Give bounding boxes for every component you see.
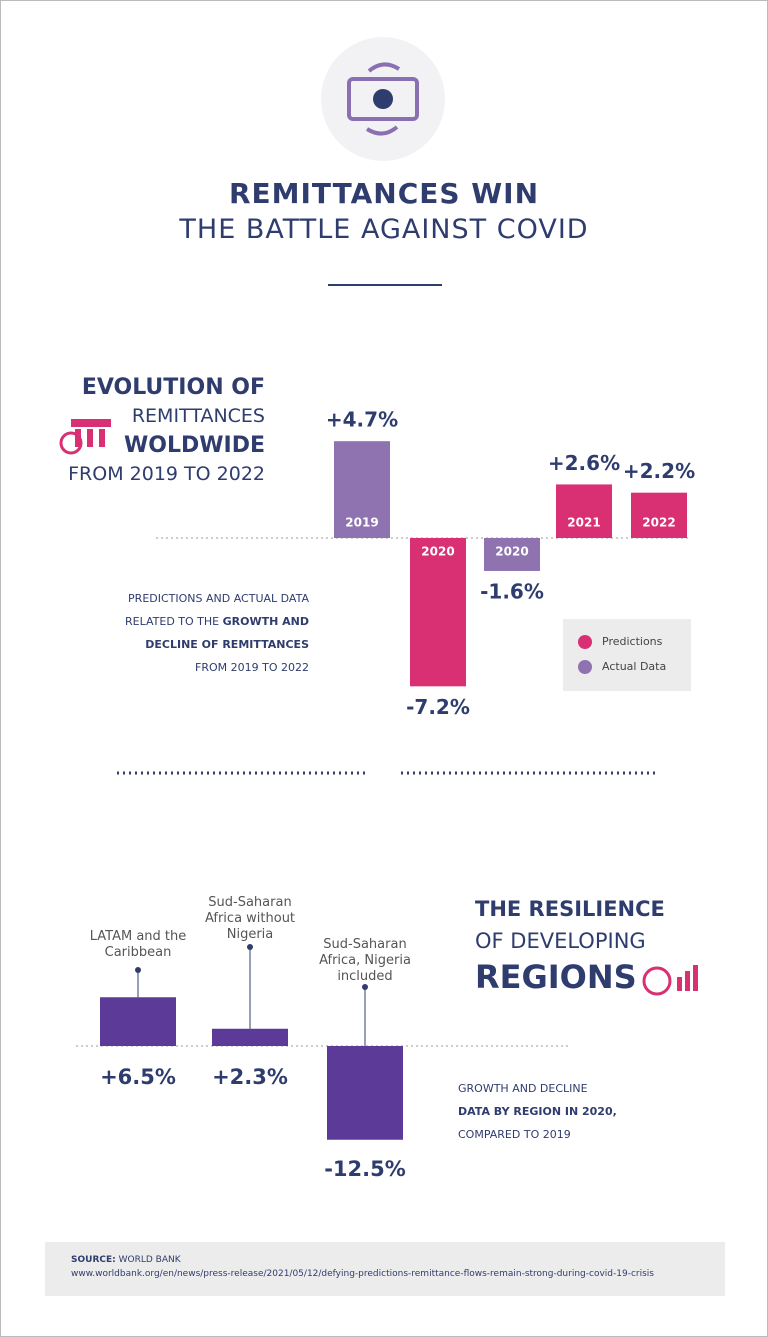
- growth-icon: [642, 965, 698, 996]
- pin-dot: [135, 967, 141, 973]
- category-label: LATAM and the Caribbean: [89, 929, 187, 960]
- legend-marker: [578, 660, 592, 674]
- bar: [631, 492, 687, 538]
- icon-bill: [347, 77, 419, 121]
- note-line: COMPARED TO 2019: [458, 1128, 571, 1141]
- title-line: FROM 2019 TO 2022: [68, 463, 265, 485]
- category-label: Sud-Saharan Africa without Nigeria: [204, 895, 296, 942]
- source-label: SOURCE:: [71, 1255, 116, 1265]
- pin-dot: [362, 984, 368, 990]
- title-line: EVOLUTION OF: [81, 375, 265, 400]
- category-label: 2019: [345, 516, 378, 530]
- note-text: GROWTH AND: [222, 615, 309, 628]
- legend-marker: [578, 635, 592, 649]
- subtitle: THE BATTLE AGAINST COVID: [179, 214, 589, 245]
- chart-1-title: EVOLUTION OF REMITTANCES WOLDWIDE FROM 2…: [68, 373, 265, 489]
- source-name: WORLD BANK: [118, 1255, 181, 1265]
- value-label: +2.6%: [548, 451, 620, 475]
- note-line: DATA BY REGION IN 2020,: [458, 1105, 617, 1118]
- bar: [100, 997, 176, 1046]
- legend-label: Predictions: [602, 635, 663, 648]
- chart-2-title: THE RESILIENCE OF DEVELOPING REGIONS: [475, 893, 665, 993]
- value-label: -1.6%: [480, 579, 544, 603]
- title-line: OF DEVELOPING: [475, 929, 646, 953]
- bar: [334, 441, 390, 538]
- value-label: -12.5%: [324, 1157, 406, 1181]
- value-label: +2.2%: [623, 459, 695, 483]
- icon-arrows: [365, 62, 401, 136]
- note-line: DECLINE OF REMITTANCES: [145, 638, 309, 651]
- value-label: +4.7%: [326, 408, 398, 432]
- category-label: 2022: [642, 516, 675, 530]
- note-line: GROWTH AND DECLINE: [458, 1082, 588, 1095]
- chart-1: 2020 -7.2% 2021 +2.6% 2022 +2.2% Predictions 20…: [156, 408, 695, 719]
- bar: [556, 484, 612, 538]
- source-box: [45, 1242, 725, 1296]
- title-line: REGIONS: [475, 958, 637, 996]
- pin-dot: [247, 944, 253, 950]
- source-url: www.worldbank.org/en/news/press-release/…: [71, 1269, 654, 1279]
- bar: [212, 1028, 288, 1046]
- bar: [410, 538, 466, 687]
- bar: [484, 538, 540, 571]
- category-label: 2020: [495, 545, 528, 559]
- note-line: PREDICTIONS AND ACTUAL DATA: [128, 592, 309, 605]
- bar: [327, 1046, 403, 1140]
- legend-box: [563, 619, 691, 691]
- note-text: RELATED TO THE: [125, 615, 220, 628]
- value-label: -7.2%: [406, 695, 470, 719]
- legend-label: Actual Data: [602, 660, 666, 673]
- source: SOURCE: WORLD BANK www.worldbank.org/en/…: [71, 1253, 654, 1281]
- value-label: +6.5%: [100, 1065, 176, 1089]
- bank-icon: [59, 419, 111, 455]
- chart-2-note: GROWTH AND DECLINE DATA BY REGION IN 202…: [458, 1077, 617, 1146]
- note-line: FROM 2019 TO 2022: [195, 661, 309, 674]
- title-line: REMITTANCES: [131, 405, 265, 427]
- icon-virus: [373, 89, 393, 109]
- title-line: THE RESILIENCE: [475, 897, 665, 921]
- title: REMITTANCES WIN: [228, 177, 540, 210]
- chart-2: +6.5% +2.3% -12.5%: [76, 944, 571, 1181]
- title-line: WOLDWIDE: [124, 433, 265, 458]
- value-label: +2.3%: [212, 1065, 288, 1089]
- category-label: 2021: [567, 516, 600, 530]
- header: REMITTANCES WIN THE BATTLE AGAINST COVID: [1, 177, 767, 245]
- category-label: 2020: [421, 545, 454, 559]
- category-label: Sud-Saharan Africa, Nigeria included: [319, 937, 411, 984]
- chart-1-note: PREDICTIONS AND ACTUAL DATA RELATED TO T…: [125, 587, 309, 679]
